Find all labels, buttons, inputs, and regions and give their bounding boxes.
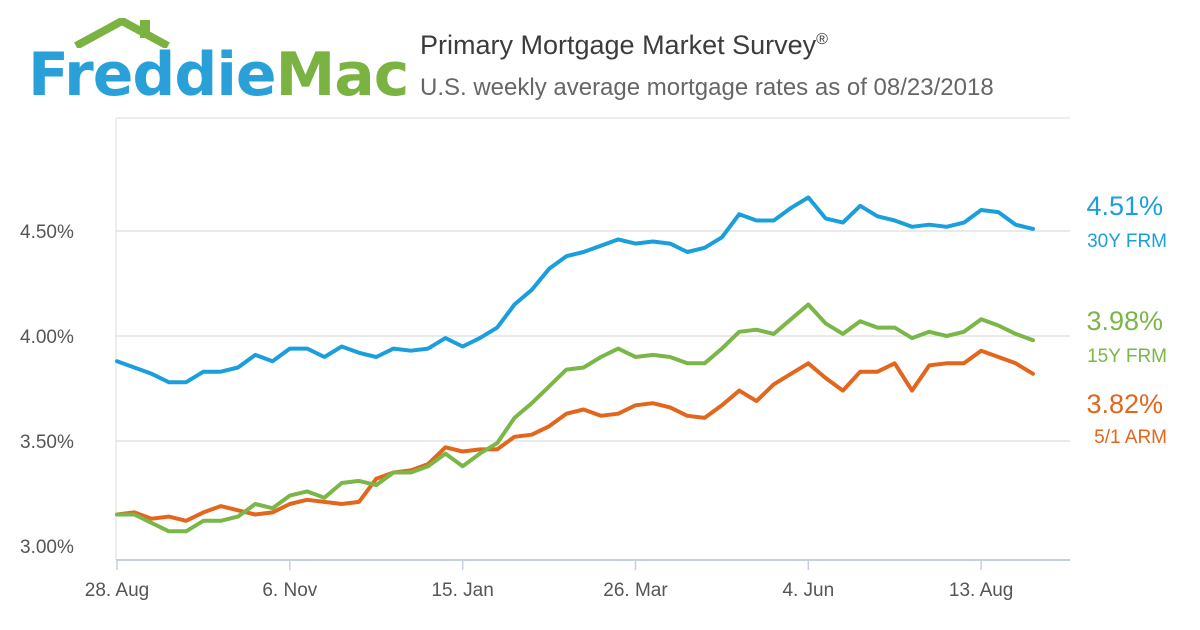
freddie-mac-logo: FreddieMac — [28, 18, 409, 110]
series-line-5-1-arm — [115, 348, 1035, 523]
chart-subtitle: U.S. weekly average mortgage rates as of… — [420, 74, 994, 101]
end-value-label: 4.51% — [1086, 191, 1163, 221]
series-line-30y-frm — [115, 195, 1035, 385]
series-name-label: 15Y FRM — [1087, 346, 1167, 367]
logo-mac: Mac — [275, 40, 410, 110]
x-tick-label: 6. Nov — [262, 580, 317, 601]
end-value-label: 3.98% — [1086, 306, 1163, 336]
y-tick-label: 3.50% — [20, 432, 74, 453]
y-tick-label: 3.00% — [20, 537, 74, 558]
logo-freddie: Freddie — [28, 40, 277, 110]
house-roof-icon — [74, 18, 170, 48]
y-tick-label: 4.50% — [20, 222, 74, 243]
x-tick-label: 28. Aug — [85, 580, 149, 601]
series-name-label: 30Y FRM — [1087, 231, 1167, 252]
registered-mark: ® — [816, 31, 828, 48]
chart-title: Primary Mortgage Market Survey® — [420, 30, 828, 61]
x-tick-label: 4. Jun — [782, 580, 834, 601]
series-line-15y-frm — [115, 302, 1035, 534]
x-tick-label: 13. Aug — [949, 580, 1013, 601]
series-name-label: 5/1 ARM — [1094, 427, 1167, 448]
chart-title-text: Primary Mortgage Market Survey — [420, 30, 817, 60]
x-tick-label: 26. Mar — [603, 580, 668, 601]
x-tick-label: 15. Jan — [431, 580, 493, 601]
y-tick-label: 4.00% — [20, 327, 74, 348]
end-value-label: 3.82% — [1086, 389, 1163, 419]
logo-wordmark: FreddieMac — [28, 40, 410, 110]
